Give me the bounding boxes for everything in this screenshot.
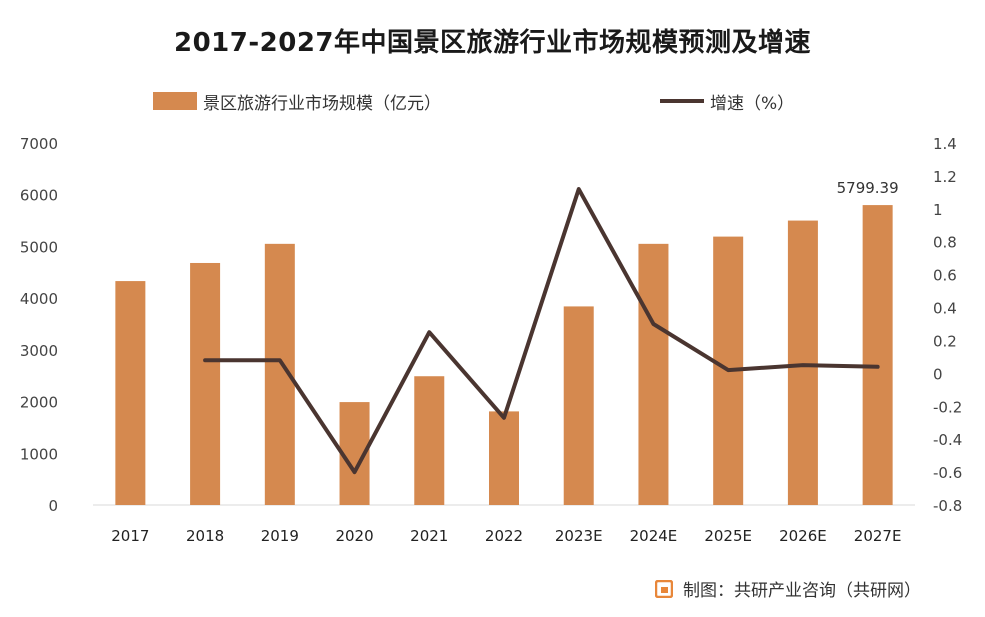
y-right-tick-label: -0.8 — [933, 497, 962, 515]
source-footer: 制图：共研产业咨询（共研网） — [655, 576, 921, 601]
y-right-tick-label: -0.2 — [933, 398, 962, 416]
x-tick-label: 2021 — [410, 527, 448, 545]
x-tick-label: 2024E — [630, 527, 678, 545]
y-left-tick-label: 5000 — [20, 238, 58, 256]
y-left-tick-label: 0 — [48, 497, 58, 515]
bar-2024E — [638, 243, 669, 506]
data-label-2027E: 5799.39 — [837, 179, 899, 197]
x-tick-label: 2026E — [779, 527, 827, 545]
legend-swatch-line — [660, 99, 704, 103]
legend-label-market-size: 景区旅游行业市场规模（亿元） — [203, 93, 441, 114]
y-left-tick-label: 7000 — [20, 135, 58, 153]
y-left-tick-label: 6000 — [20, 187, 58, 205]
growth-point-2024E — [651, 322, 655, 326]
x-tick-label: 2025E — [704, 527, 752, 545]
brand-logo-icon — [655, 579, 673, 598]
x-tick-label: 2022 — [485, 527, 523, 545]
growth-point-2020 — [353, 470, 357, 474]
y-left-tick-label: 2000 — [20, 394, 58, 412]
y-right-tick-label: 1.4 — [933, 135, 957, 153]
x-tick-label: 2018 — [186, 527, 224, 545]
growth-point-2025E — [726, 368, 730, 372]
y-right-tick-label: 1 — [933, 201, 943, 219]
x-tick-label: 2027E — [854, 527, 902, 545]
source-text: 制图：共研产业咨询（共研网） — [683, 581, 921, 601]
growth-point-2023E — [577, 187, 581, 191]
y-right-tick-label: 0.2 — [933, 332, 957, 350]
y-right-tick-label: 0.6 — [933, 267, 957, 285]
bar-2026E — [787, 220, 818, 506]
bar-2023E — [563, 306, 594, 505]
legend-item-market-size: 景区旅游行业市场规模（亿元） — [153, 88, 441, 114]
y-left-tick-label: 4000 — [20, 290, 58, 308]
y-left-tick-label: 3000 — [20, 342, 58, 360]
x-tick-label: 2020 — [335, 527, 373, 545]
legend-item-growth-rate: 增速（%） — [660, 88, 794, 114]
legend-label-growth-rate: 增速（%） — [710, 93, 795, 114]
y-left-tick-label: 1000 — [20, 445, 58, 463]
x-tick-label: 2023E — [555, 527, 603, 545]
bar-2021 — [414, 376, 445, 505]
legend-swatch-bar — [153, 92, 197, 110]
y-right-tick-label: 0.8 — [933, 234, 957, 252]
growth-point-2018 — [203, 358, 207, 362]
bar-2018 — [190, 262, 221, 505]
growth-rate-line — [203, 187, 880, 475]
growth-point-2019 — [278, 358, 282, 362]
bar-2022 — [489, 411, 519, 505]
growth-point-2026E — [801, 363, 805, 367]
x-tick-label: 2017 — [111, 527, 149, 545]
y-right-tick-label: 1.2 — [933, 168, 957, 186]
y-right-tick-label: 0 — [933, 365, 943, 383]
chart-title: 2017-2027年中国景区旅游行业市场规模预测及增速 — [173, 28, 812, 58]
growth-point-2021 — [427, 330, 431, 334]
y-right-tick-label: -0.4 — [933, 431, 962, 449]
growth-point-2022 — [502, 416, 506, 420]
y-right-tick-label: -0.6 — [933, 464, 962, 482]
bar-2027E — [862, 205, 893, 505]
x-tick-label: 2019 — [261, 527, 299, 545]
y-right-tick-label: 0.4 — [933, 300, 957, 318]
growth-point-2027E — [876, 365, 880, 369]
bar-2017 — [115, 281, 146, 505]
